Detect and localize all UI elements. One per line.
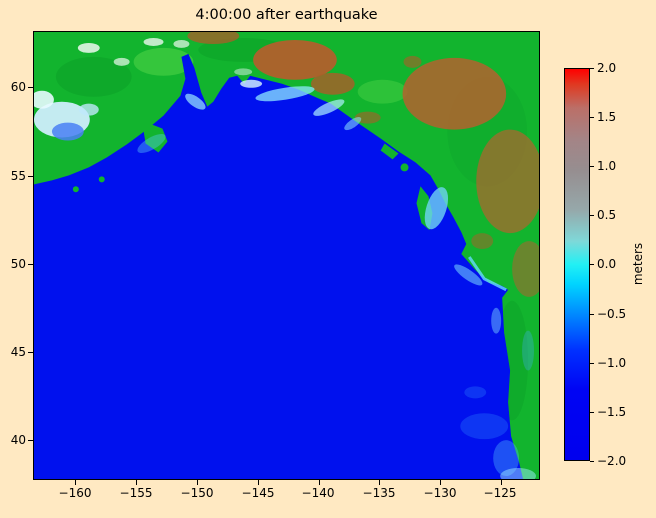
map-plot [34, 32, 539, 479]
x-tick-mark [257, 480, 259, 485]
colorbar-tick-label: 0.0 [597, 257, 617, 271]
x-tick-mark [378, 480, 380, 485]
plot-title: 4:00:00 after earthquake [195, 7, 378, 23]
y-tick-mark [28, 176, 33, 177]
colorbar-tick-label: −0.5 [597, 307, 627, 321]
x-axis-tick-label: −155 [119, 486, 153, 500]
colorbar-tick-mark [590, 363, 594, 364]
colorbar-tick-mark [590, 117, 594, 118]
x-tick-mark [439, 480, 441, 485]
x-tick-mark [318, 480, 320, 485]
wave-shallow-patches [137, 79, 537, 479]
land-terrain-texture [34, 32, 539, 421]
colorbar-tick-label: −1.0 [597, 356, 627, 370]
colorbar-gradient [564, 68, 590, 461]
colorbar-tick-mark [590, 166, 594, 167]
y-axis-tick-label: 45 [10, 345, 26, 359]
colorbar-tick-label: 2.0 [597, 61, 617, 75]
y-axis-tick-label: 50 [10, 257, 26, 271]
x-tick-mark [74, 480, 76, 485]
y-tick-mark [28, 352, 33, 353]
x-axis-tick-label: −150 [180, 486, 214, 500]
colorbar-tick-label: −2.0 [597, 454, 627, 468]
colorbar-tick-mark [590, 461, 594, 462]
y-axis-tick-label: 60 [10, 80, 26, 94]
colorbar-tick-mark [590, 215, 594, 216]
x-axis-tick-label: −135 [362, 486, 396, 500]
colorbar-tick-mark [590, 264, 594, 265]
y-tick-mark [28, 87, 33, 88]
x-tick-mark [135, 480, 137, 485]
colorbar-tick-mark [590, 68, 594, 69]
colorbar-tick-mark [590, 412, 594, 413]
colorbar-tick-label: 0.5 [597, 208, 617, 222]
x-axis-tick-label: −130 [423, 486, 457, 500]
y-tick-mark [28, 264, 33, 265]
colorbar-tick-label: −1.5 [597, 405, 627, 419]
map-plot-frame [33, 31, 540, 480]
y-axis-tick-label: 55 [10, 169, 26, 183]
colorbar-tick-label: 1.5 [597, 110, 617, 124]
landmass [34, 32, 539, 479]
x-axis-tick-label: −160 [58, 486, 92, 500]
x-axis-tick-label: −125 [483, 486, 517, 500]
x-tick-mark [196, 480, 198, 485]
x-tick-mark [500, 480, 502, 485]
y-tick-mark [28, 440, 33, 441]
colorbar-tick-mark [590, 314, 594, 315]
colorbar-axis-label: meters [631, 242, 645, 286]
colorbar-tick-label: 1.0 [597, 159, 617, 173]
x-axis-tick-label: −145 [241, 486, 275, 500]
y-axis-tick-label: 40 [10, 433, 26, 447]
x-axis-tick-label: −140 [301, 486, 335, 500]
